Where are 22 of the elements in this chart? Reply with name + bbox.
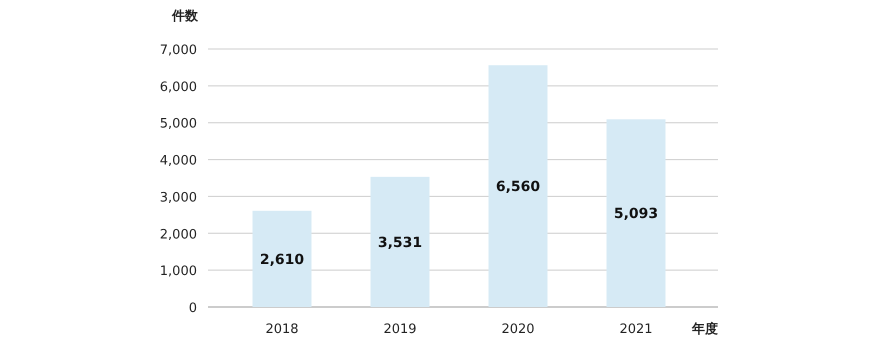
y-tick-label: 0 [188, 301, 197, 316]
y-tick-label: 4,000 [160, 154, 197, 169]
data-label: 6,560 [496, 179, 540, 196]
data-label: 2,610 [260, 252, 304, 268]
y-axis-title: 件数 [171, 9, 199, 24]
y-tick-label: 7,000 [160, 43, 197, 58]
y-tick-label: 3,000 [160, 190, 197, 206]
y-tick-label: 6,000 [160, 80, 197, 95]
bar [370, 176, 430, 307]
bar [606, 119, 666, 307]
x-tick-label: 2018 [265, 322, 299, 337]
bar [252, 210, 312, 307]
y-tick-label: 5,000 [160, 116, 197, 132]
data-label: 5,093 [614, 206, 658, 222]
x-tick-label: 2021 [619, 322, 653, 337]
x-tick-label: 2019 [383, 322, 417, 337]
x-axis-title: 年度 [691, 321, 718, 337]
x-tick-label: 2020 [501, 322, 535, 337]
y-tick-label: 1,000 [160, 264, 197, 280]
data-label: 3,531 [378, 234, 422, 251]
bar [488, 65, 548, 307]
y-tick-label: 2,000 [160, 227, 197, 242]
